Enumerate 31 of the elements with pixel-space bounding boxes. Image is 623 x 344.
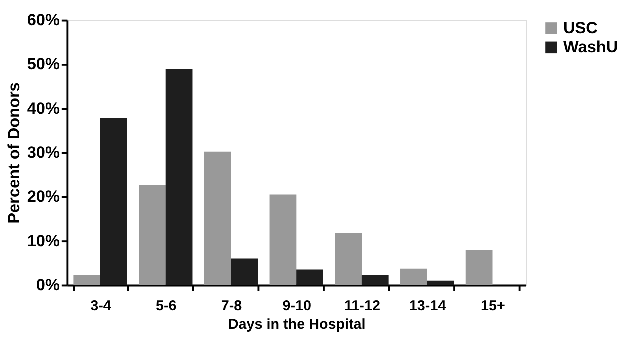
x-tick-label: 13-14 [409,298,446,315]
bar [100,118,128,286]
bar [400,268,428,286]
bar [231,258,258,286]
x-tick-label: 9-10 [282,298,312,315]
y-tick-label: 20% [27,188,60,206]
legend-label: WashU [563,38,618,56]
y-tick-label: 40% [27,100,60,118]
y-tick-label: 50% [27,56,60,74]
x-tick-label: 5-6 [156,298,177,315]
y-axis-title: Percent of Donors [6,82,24,224]
x-tick-label: 15+ [480,298,506,315]
bar [466,250,493,286]
bar [427,280,454,286]
bar [362,275,389,286]
x-tick-label: 3-4 [90,298,112,315]
x-tick-label: 7-8 [221,298,242,315]
bar [166,69,193,286]
y-tick-label: 60% [27,12,60,30]
bar [204,152,232,286]
bar [270,194,297,286]
x-tick-label: 11-12 [344,298,380,315]
bar [139,185,166,286]
bar [296,270,324,286]
bar [335,233,362,286]
y-tick-label: 30% [27,144,60,162]
legend-label: USC [563,19,598,38]
y-tick-label: 0% [36,276,60,295]
y-tick-label: 10% [27,232,60,250]
bar [74,275,101,286]
x-axis-title: Days in the Hospital [228,316,366,333]
